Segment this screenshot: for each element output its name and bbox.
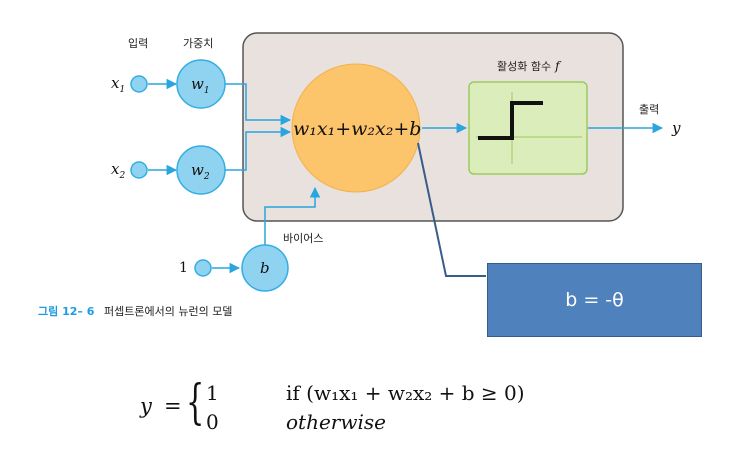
figure-caption: 퍼셉트론에서의 뉴런의 모델: [104, 305, 232, 318]
bias-label: 바이어스: [283, 232, 323, 245]
perceptron-formula: y = { 1 if (w₁x₁ + w₂x₂ + b ≥ 0) 0 other…: [140, 372, 580, 442]
formula-case1-value: 1: [206, 381, 219, 405]
sum-expression: w₁x₁+w₂x₂+b: [293, 118, 421, 140]
step-function-icon: [478, 101, 543, 140]
figure-number: 그림 12– 6: [38, 305, 95, 318]
formula-case2-value: 0: [206, 410, 219, 434]
bias-input-node: [194, 259, 212, 277]
bias-theta-callout: b = -θ: [487, 263, 702, 337]
w1-label: w1: [191, 75, 210, 96]
activation-function-box: [468, 81, 588, 175]
formula-case2-condition: otherwise: [286, 410, 386, 434]
activation-label: 활성화 함수 f: [497, 59, 562, 73]
callout-connector-line: [417, 142, 486, 277]
formula-brace: {: [186, 374, 205, 430]
w2-label: w2: [191, 161, 210, 182]
bias-to-sum-connector: [264, 186, 321, 245]
output-y: y: [671, 119, 681, 137]
bias-b-label: b: [260, 259, 270, 277]
formula-case1-condition: if (w₁x₁ + w₂x₂ + b ≥ 0): [286, 381, 525, 405]
callout-text: b = -θ: [565, 289, 624, 311]
w2-to-sum-connector: [225, 126, 292, 171]
output-label: 출력: [639, 103, 659, 116]
formula-lhs: y: [140, 394, 152, 418]
input-label: 입력: [128, 37, 148, 50]
weight-label: 가중치: [183, 37, 213, 50]
summation-node: [291, 63, 421, 193]
bias-input-one: 1: [179, 260, 188, 276]
x1-label: x1: [111, 74, 125, 95]
x2-input-node: [130, 161, 148, 179]
x1-input-node: [130, 75, 148, 93]
formula-equals: =: [164, 394, 182, 418]
w1-to-sum-connector: [225, 83, 292, 126]
x2-label: x2: [111, 160, 125, 181]
